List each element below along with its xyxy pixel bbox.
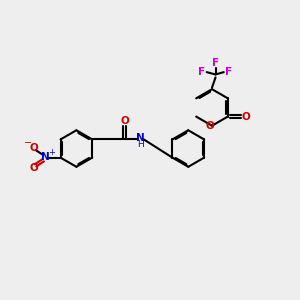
Text: O: O bbox=[206, 121, 214, 131]
Text: O: O bbox=[29, 163, 38, 173]
Text: F: F bbox=[198, 67, 205, 77]
Text: O: O bbox=[120, 116, 129, 126]
Text: O: O bbox=[29, 143, 38, 153]
Text: −: − bbox=[23, 138, 32, 148]
Text: O: O bbox=[242, 112, 251, 122]
Text: F: F bbox=[212, 58, 219, 68]
Text: N: N bbox=[136, 133, 145, 142]
Text: N: N bbox=[41, 152, 50, 162]
Text: F: F bbox=[225, 67, 232, 77]
Text: H: H bbox=[137, 140, 144, 148]
Text: +: + bbox=[48, 148, 55, 158]
